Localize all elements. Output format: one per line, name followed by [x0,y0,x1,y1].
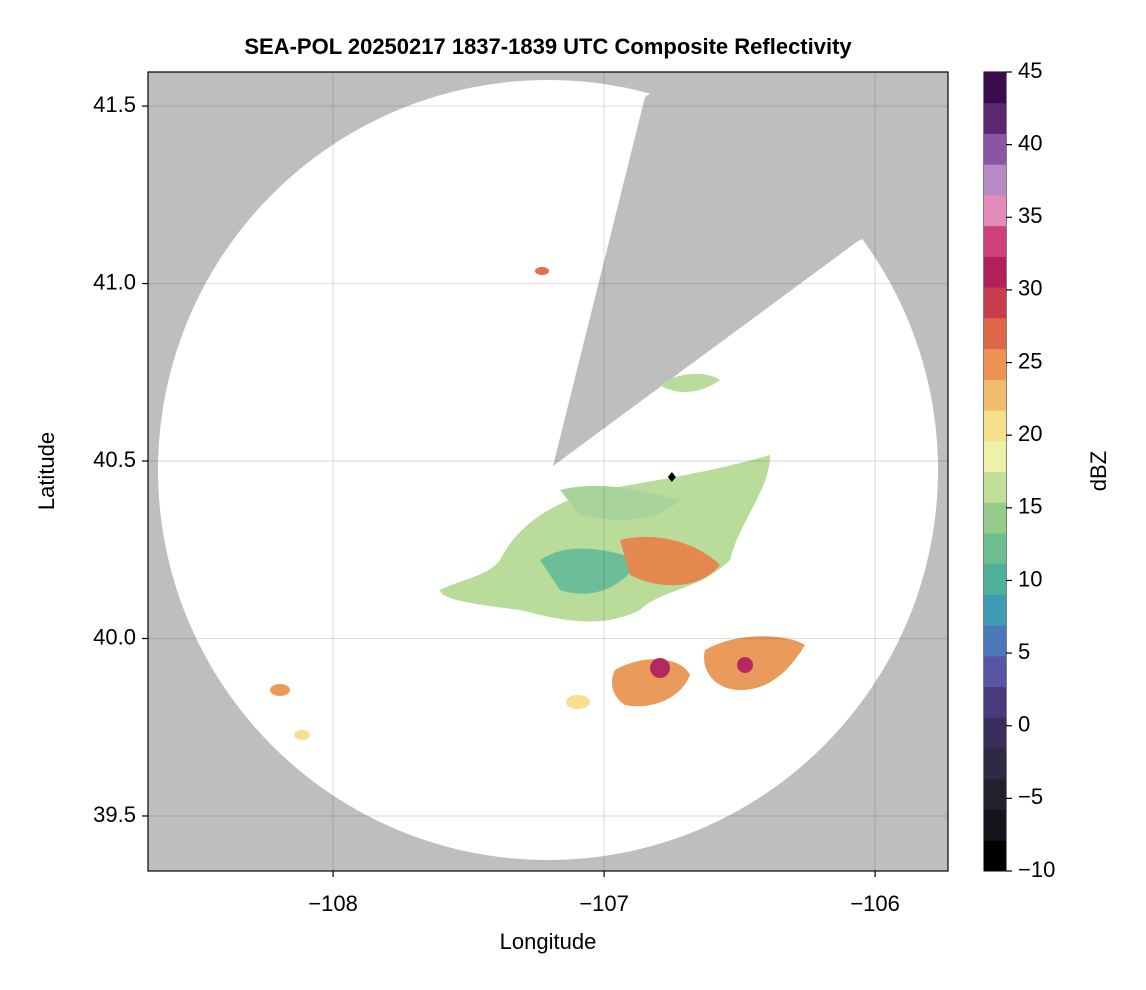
colorbar-segment [984,655,1006,688]
y-tick-label: 41.5 [93,92,136,117]
echo [560,485,680,520]
x-tick-label: −108 [308,891,358,916]
colorbar-segment [984,809,1006,841]
colorbar-segment [984,256,1006,288]
colorbar-segment [984,348,1006,380]
y-tick-label: 40.5 [93,447,136,472]
echo [704,636,805,690]
colorbar-segment [984,102,1006,134]
colorbar-segment [984,164,1006,196]
y-tick-label: 41.0 [93,269,136,294]
x-tick-label: −107 [579,891,629,916]
echo [660,373,720,392]
colorbar-tick-label: 30 [1018,276,1042,301]
echoes [270,267,805,740]
colorbar-segment [984,778,1006,811]
colorbar-segment [984,133,1006,165]
echo [535,267,549,275]
echo [620,536,720,586]
y-tick-label: 39.5 [93,802,136,827]
echo [566,695,590,709]
echo [294,730,310,740]
colorbar-tick-label: −5 [1018,784,1043,809]
plot-frame [147,71,949,872]
colorbar-tick-label: −10 [1018,857,1055,882]
colorbar-tick-label: 40 [1018,130,1042,155]
echo [737,657,753,673]
colorbar-segment [984,287,1006,319]
x-axis-label: Longitude [500,929,597,954]
blocked-sector [553,72,948,466]
colorbar-segment [984,225,1006,257]
colorbar-segment [984,748,1006,780]
colorbar-segment [984,594,1006,626]
y-axis-label: Latitude [34,432,59,510]
colorbar-segment [984,471,1006,503]
colorbar-tick-label: 20 [1018,421,1042,446]
colorbar-segment [984,72,1006,104]
colorbar-tick-label: 5 [1018,639,1030,664]
echo [540,548,640,594]
colorbar-tick-label: 25 [1018,348,1042,373]
colorbar-segment [984,502,1006,534]
colorbar-segment [984,717,1006,749]
colorbar-segment [984,840,1006,872]
chart-title: SEA-POL 20250217 1837-1839 UTC Composite… [244,34,852,59]
colorbar-segment [984,194,1006,227]
colorbar-segment [984,317,1006,350]
echo [650,658,670,678]
echo [270,684,290,696]
echo [612,659,690,707]
y-tick-label: 40.0 [93,624,136,649]
colorbar-segment [984,440,1006,472]
colorbar-segment [984,625,1006,657]
colorbar-tick-label: 0 [1018,712,1030,737]
x-tick-label: −106 [850,891,900,916]
radar-site [667,472,676,483]
radar-coverage [158,72,948,860]
colorbar-segment [984,563,1006,595]
colorbar-tick-label: 35 [1018,203,1042,228]
colorbar-segment [984,686,1006,718]
colorbar-tick-label: 45 [1018,58,1042,83]
colorbar-segment [984,379,1006,411]
colorbar-label: dBZ [1086,451,1111,491]
colorbar-segment [984,410,1006,442]
colorbar-segment [984,532,1006,565]
colorbar-tick-label: 10 [1018,566,1042,591]
colorbar-tick-label: 15 [1018,494,1042,519]
